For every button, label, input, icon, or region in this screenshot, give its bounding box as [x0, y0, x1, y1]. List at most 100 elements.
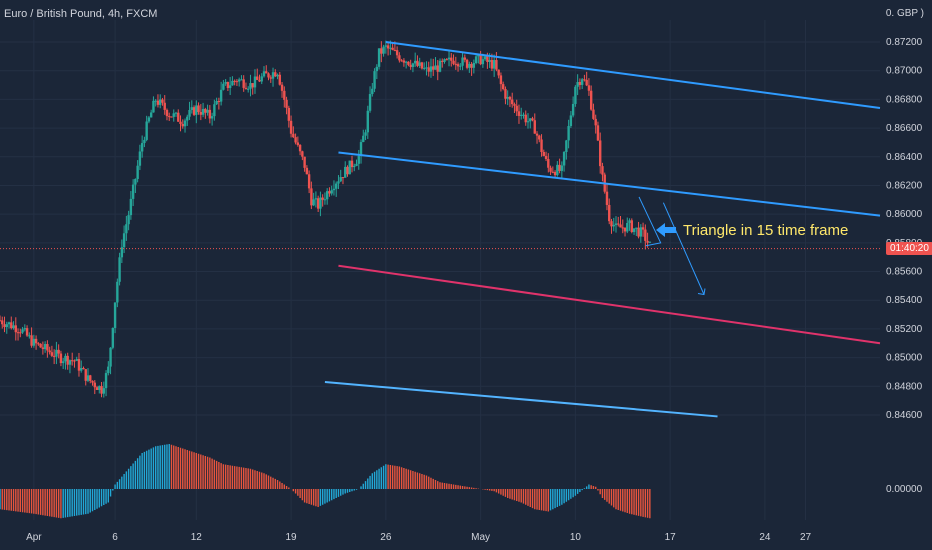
candle-body	[159, 99, 162, 105]
candle-body	[416, 60, 419, 66]
candle-body	[226, 82, 230, 88]
candle-body	[1, 320, 4, 325]
candle-body	[136, 165, 139, 179]
candle-body	[454, 63, 457, 65]
candle-body	[267, 73, 270, 78]
candle-body	[479, 54, 482, 65]
candle-body	[215, 100, 218, 105]
candle-body	[287, 107, 291, 121]
candle-body	[364, 132, 367, 136]
candle-body	[0, 320, 2, 322]
candle-body	[571, 103, 575, 116]
candle-body	[391, 47, 394, 50]
candle-body	[438, 60, 442, 72]
candle-body	[348, 160, 351, 175]
candle-body	[210, 116, 214, 119]
candle-body	[292, 133, 295, 138]
time-tick-label: 6	[112, 532, 118, 543]
candle-body	[511, 99, 514, 105]
time-tick-label: Apr	[26, 532, 42, 543]
candle-body	[75, 359, 78, 361]
candle-body	[328, 191, 331, 194]
candle-body	[274, 72, 277, 77]
time-tick-label: 26	[380, 532, 392, 543]
candle-body	[149, 112, 153, 118]
candle-body	[294, 137, 297, 143]
candle-body	[382, 46, 385, 54]
candle-body	[170, 116, 173, 118]
candle-body	[524, 114, 527, 123]
candle-body	[242, 79, 245, 88]
candle-body	[499, 75, 503, 85]
candle-body	[316, 198, 320, 209]
candle-body	[168, 116, 171, 118]
candle-body	[535, 133, 539, 136]
candle-body	[145, 121, 148, 140]
price-tick-label: 0.86000	[886, 209, 923, 220]
candle-body	[641, 227, 645, 230]
candle-body	[109, 347, 112, 367]
candle-body	[152, 100, 155, 113]
candle-body	[488, 60, 491, 62]
candle-body	[542, 152, 545, 156]
candle-body	[118, 257, 121, 282]
candle-body	[73, 360, 76, 362]
candle-body	[574, 86, 577, 104]
candle-body	[161, 99, 164, 103]
candle-body	[646, 240, 649, 243]
candle-body	[486, 56, 489, 62]
candle-body	[95, 387, 99, 390]
price-tick-label: 0.84800	[886, 381, 923, 392]
candle-body	[269, 77, 272, 79]
candle-body	[456, 64, 460, 67]
candle-body	[481, 59, 485, 65]
candle-body	[140, 143, 144, 152]
candle-body	[470, 63, 473, 68]
candle-body	[344, 166, 347, 178]
candle-body	[188, 110, 191, 117]
candle-body	[104, 373, 108, 389]
candle-body	[578, 82, 582, 85]
candle-body	[71, 360, 74, 362]
candle-body	[515, 105, 518, 112]
candle-body	[197, 105, 200, 112]
candle-body	[84, 369, 87, 381]
candle-body	[497, 69, 500, 76]
candle-body	[305, 167, 309, 175]
price-tick-label: 0.87200	[886, 37, 923, 48]
price-tick-label: 0.84600	[886, 410, 923, 421]
candle-body	[177, 112, 180, 122]
candle-body	[429, 66, 433, 72]
candle-body	[531, 118, 534, 121]
candle-body	[55, 349, 58, 357]
candle-body	[547, 158, 550, 168]
candle-body	[612, 224, 615, 227]
candle-body	[276, 74, 279, 77]
candle-body	[526, 121, 530, 123]
candle-body	[30, 335, 33, 346]
candle-body	[219, 89, 223, 102]
candle-body	[181, 123, 184, 127]
candle-body	[517, 111, 521, 116]
candle-body	[249, 83, 252, 89]
candle-body	[301, 151, 304, 157]
candle-body	[113, 302, 117, 328]
candle-body	[19, 332, 22, 334]
candle-body	[80, 367, 83, 371]
candle-body	[314, 198, 318, 200]
candle-body	[583, 79, 586, 81]
candle-body	[490, 60, 494, 69]
candle-body	[362, 135, 365, 143]
candle-body	[468, 63, 471, 68]
last-price-countdown: 01:40:20	[886, 241, 932, 255]
candle-body	[599, 140, 602, 167]
candle-body	[244, 87, 248, 89]
candle-body	[418, 62, 421, 66]
candle-body	[626, 223, 629, 232]
candle-body	[393, 49, 397, 51]
candle-body	[235, 81, 239, 83]
candle-body	[204, 108, 207, 113]
candle-body	[386, 45, 390, 49]
candle-body	[172, 113, 175, 117]
